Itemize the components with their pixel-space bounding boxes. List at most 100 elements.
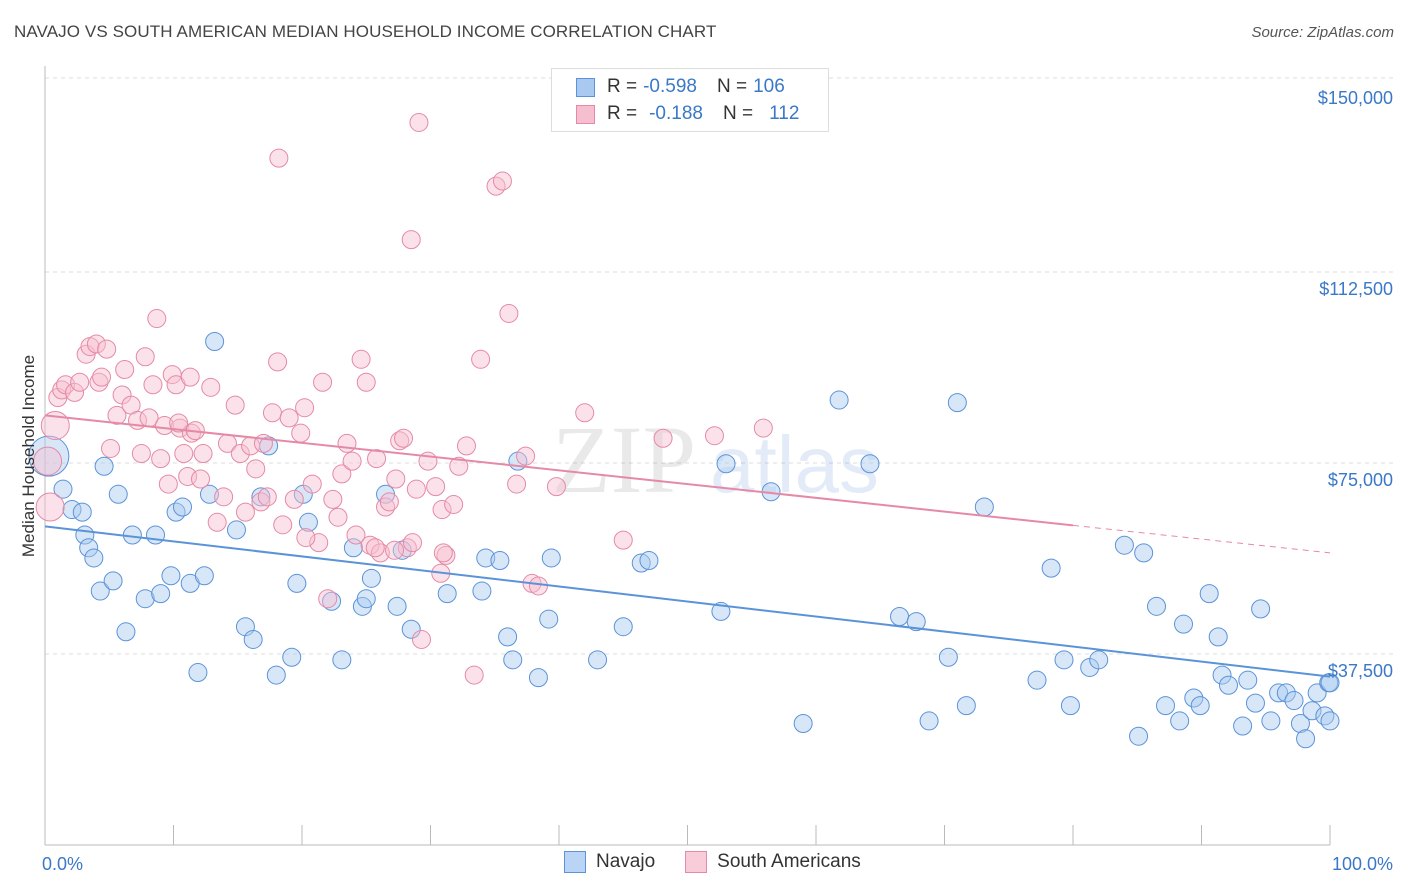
data-point[interactable] <box>279 408 299 428</box>
data-point[interactable] <box>225 395 245 415</box>
data-point[interactable] <box>214 487 234 507</box>
data-point[interactable] <box>890 607 910 627</box>
data-point[interactable] <box>266 665 286 685</box>
data-point[interactable] <box>79 538 99 558</box>
data-point[interactable] <box>1147 596 1167 616</box>
data-point[interactable] <box>33 446 63 476</box>
data-point[interactable] <box>449 456 469 476</box>
data-point[interactable] <box>235 502 255 522</box>
data-point[interactable] <box>246 459 266 479</box>
data-point[interactable] <box>432 500 452 520</box>
data-point[interactable] <box>86 334 106 354</box>
data-point[interactable] <box>1320 673 1340 693</box>
data-point[interactable] <box>28 435 70 477</box>
data-point[interactable] <box>365 538 385 558</box>
data-point[interactable] <box>541 548 561 568</box>
data-point[interactable] <box>716 454 736 474</box>
data-point[interactable] <box>115 359 135 379</box>
data-point[interactable] <box>974 497 994 517</box>
data-point[interactable] <box>406 479 426 499</box>
data-point[interactable] <box>230 444 250 464</box>
data-point[interactable] <box>107 405 127 425</box>
data-point[interactable] <box>575 403 595 423</box>
data-point[interactable] <box>1320 711 1340 731</box>
data-point[interactable] <box>1290 713 1310 733</box>
data-point[interactable] <box>456 436 476 456</box>
data-point[interactable] <box>1114 535 1134 555</box>
data-point[interactable] <box>302 474 322 494</box>
data-point[interactable] <box>1284 691 1304 711</box>
data-point[interactable] <box>379 492 399 512</box>
data-point[interactable] <box>394 428 414 448</box>
data-point[interactable] <box>337 433 357 453</box>
data-point[interactable] <box>409 112 429 132</box>
data-point[interactable] <box>94 456 114 476</box>
data-point[interactable] <box>503 650 523 670</box>
data-point[interactable] <box>516 446 536 466</box>
data-point[interactable] <box>35 492 65 522</box>
data-point[interactable] <box>433 543 453 563</box>
data-point[interactable] <box>1170 711 1190 731</box>
data-point[interactable] <box>53 479 73 499</box>
data-point[interactable] <box>367 449 387 469</box>
data-point[interactable] <box>199 484 219 504</box>
data-point[interactable] <box>172 497 192 517</box>
data-point[interactable] <box>471 349 491 369</box>
data-point[interactable] <box>313 372 333 392</box>
data-point[interactable] <box>528 668 548 688</box>
data-point[interactable] <box>1245 693 1265 713</box>
data-point[interactable] <box>135 347 155 367</box>
data-point[interactable] <box>1212 665 1232 685</box>
data-point[interactable] <box>492 171 512 191</box>
data-point[interactable] <box>155 416 175 436</box>
data-point[interactable] <box>89 372 109 392</box>
data-point[interactable] <box>343 538 363 558</box>
series-legend-navajo[interactable]: Navajo <box>564 851 655 873</box>
data-point[interactable] <box>1060 696 1080 716</box>
data-point[interactable] <box>392 540 412 560</box>
data-point[interactable] <box>65 382 85 402</box>
data-point[interactable] <box>295 398 315 418</box>
data-point[interactable] <box>376 497 396 517</box>
data-point[interactable] <box>40 411 70 441</box>
data-point[interactable] <box>351 349 371 369</box>
data-point[interactable] <box>498 627 518 647</box>
data-point[interactable] <box>262 403 282 423</box>
data-point[interactable] <box>188 663 208 683</box>
data-point[interactable] <box>956 696 976 716</box>
data-point[interactable] <box>309 533 329 553</box>
data-point[interactable] <box>251 487 271 507</box>
data-point[interactable] <box>1089 650 1109 670</box>
data-point[interactable] <box>342 451 362 471</box>
data-point[interactable] <box>282 647 302 667</box>
data-point[interactable] <box>332 650 352 670</box>
data-point[interactable] <box>1261 711 1281 731</box>
data-point[interactable] <box>287 573 307 593</box>
data-point[interactable] <box>193 444 213 464</box>
data-point[interactable] <box>464 665 484 685</box>
data-point[interactable] <box>1156 696 1176 716</box>
data-point[interactable] <box>437 584 457 604</box>
data-point[interactable] <box>146 525 166 545</box>
data-point[interactable] <box>938 647 958 667</box>
data-point[interactable] <box>1296 729 1316 749</box>
data-point[interactable] <box>356 589 376 609</box>
data-point[interactable] <box>906 612 926 632</box>
data-point[interactable] <box>1269 683 1289 703</box>
data-point[interactable] <box>613 617 633 637</box>
data-point[interactable] <box>161 566 181 586</box>
data-point[interactable] <box>1233 716 1253 736</box>
data-point[interactable] <box>332 464 352 484</box>
data-point[interactable] <box>1208 627 1228 647</box>
data-point[interactable] <box>108 484 128 504</box>
data-point[interactable] <box>361 568 381 588</box>
data-point[interactable] <box>401 230 421 250</box>
data-point[interactable] <box>356 372 376 392</box>
data-point[interactable] <box>472 581 492 601</box>
data-point[interactable] <box>829 390 849 410</box>
data-point[interactable] <box>318 589 338 609</box>
data-point[interactable] <box>116 622 136 642</box>
data-point[interactable] <box>639 550 659 570</box>
data-point[interactable] <box>387 596 407 616</box>
data-point[interactable] <box>143 375 163 395</box>
